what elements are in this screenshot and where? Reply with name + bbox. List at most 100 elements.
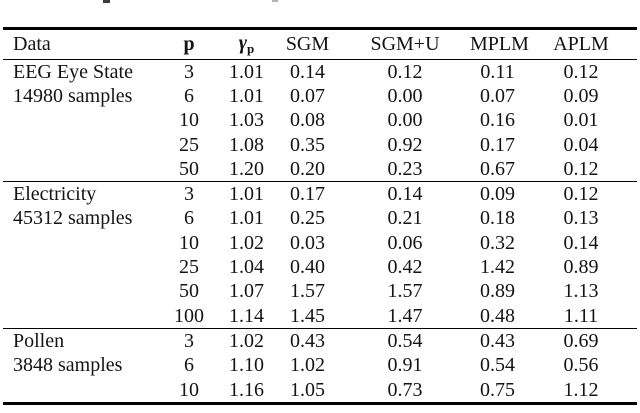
column-header-p: p bbox=[183, 33, 195, 55]
cell-sgm-u: 0.21 bbox=[387, 207, 423, 230]
dataset-name: Pollen bbox=[13, 329, 65, 352]
cell-gamma: 1.01 bbox=[229, 60, 264, 83]
dataset-samples: 14980 samples bbox=[13, 84, 133, 107]
cell-gamma: 1.02 bbox=[229, 231, 264, 254]
cell-sgm: 1.05 bbox=[290, 378, 325, 401]
cell-sgm-u: 0.73 bbox=[387, 378, 423, 401]
table-row: 14980 samples 6 1.01 0.07 0.00 0.07 0.09 bbox=[3, 84, 637, 108]
dataset-samples: 45312 samples bbox=[13, 207, 133, 230]
cell-mplm: 0.18 bbox=[480, 207, 515, 230]
cell-gamma: 1.01 bbox=[229, 207, 264, 230]
table-row: 10 1.02 0.03 0.06 0.32 0.14 bbox=[3, 231, 637, 255]
cell-aplm: 1.11 bbox=[563, 304, 599, 327]
dataset-name: Electricity bbox=[13, 183, 97, 206]
column-header-sgm: SGM bbox=[285, 33, 330, 55]
column-header-gamma-p: γp bbox=[218, 29, 275, 60]
cell-p: 6 bbox=[184, 207, 194, 230]
cell-sgm-u: 0.14 bbox=[387, 183, 423, 206]
dataset-name: EEG Eye State bbox=[13, 60, 133, 83]
section-eeg-eye-state: EEG Eye State 3 1.01 0.14 0.12 0.11 0.12… bbox=[3, 60, 637, 182]
cell-mplm: 0.43 bbox=[480, 329, 515, 352]
cell-sgm-u: 1.57 bbox=[387, 280, 423, 303]
cell-sgm: 0.03 bbox=[290, 231, 325, 254]
column-header-aplm: APLM bbox=[553, 33, 609, 55]
cell-sgm-u: 0.54 bbox=[387, 329, 423, 352]
cell-sgm-u: 0.00 bbox=[387, 109, 423, 132]
cell-aplm: 0.13 bbox=[563, 207, 599, 230]
table-row: EEG Eye State 3 1.01 0.14 0.12 0.11 0.12 bbox=[3, 60, 637, 85]
cell-aplm: 0.56 bbox=[563, 354, 599, 377]
cell-aplm: 0.14 bbox=[563, 231, 599, 254]
cell-mplm: 0.48 bbox=[480, 304, 515, 327]
section-pollen: Pollen 3 1.02 0.43 0.54 0.43 0.69 3848 s… bbox=[3, 328, 637, 404]
cell-p: 50 bbox=[179, 280, 199, 303]
cell-gamma: 1.16 bbox=[229, 378, 264, 401]
section-electricity: Electricity 3 1.01 0.17 0.14 0.09 0.12 4… bbox=[3, 181, 637, 329]
cell-p: 10 bbox=[179, 231, 199, 254]
cell-gamma: 1.03 bbox=[229, 109, 264, 132]
cell-gamma: 1.02 bbox=[229, 329, 264, 352]
cell-p: 3 bbox=[184, 60, 194, 83]
cell-p: 3 bbox=[184, 183, 194, 206]
cell-p: 3 bbox=[184, 329, 194, 352]
header-row: Data p γp SGM SGM+U MPLM APLM bbox=[3, 29, 637, 60]
column-header-mplm: MPLM bbox=[470, 33, 529, 55]
cell-mplm: 0.75 bbox=[480, 378, 515, 401]
cell-aplm: 0.69 bbox=[563, 329, 599, 352]
cell-p: 10 bbox=[179, 378, 199, 401]
table-row: 100 1.14 1.45 1.47 0.48 1.11 bbox=[3, 304, 637, 329]
cell-gamma: 1.14 bbox=[229, 304, 264, 327]
results-table: Data p γp SGM SGM+U MPLM APLM EEG Eye St… bbox=[3, 27, 637, 406]
table-row: 50 1.07 1.57 1.57 0.89 1.13 bbox=[3, 280, 637, 304]
table-header: Data p γp SGM SGM+U MPLM APLM bbox=[3, 29, 637, 60]
cell-mplm: 0.54 bbox=[480, 354, 515, 377]
cell-mplm: 0.32 bbox=[480, 231, 515, 254]
cell-sgm: 0.25 bbox=[290, 207, 325, 230]
cell-sgm-u: 0.23 bbox=[387, 157, 423, 180]
cell-aplm: 1.12 bbox=[563, 378, 599, 401]
cell-sgm: 1.02 bbox=[290, 354, 325, 377]
dataset-samples: 3848 samples bbox=[13, 354, 123, 377]
table-row: 3848 samples 6 1.10 1.02 0.91 0.54 0.56 bbox=[3, 354, 637, 378]
cell-sgm: 0.17 bbox=[290, 183, 325, 206]
cell-gamma: 1.10 bbox=[229, 354, 264, 377]
cell-mplm: 0.67 bbox=[480, 157, 515, 180]
gamma-subscript: p bbox=[247, 41, 255, 56]
cell-gamma: 1.20 bbox=[229, 157, 264, 180]
cell-sgm-u: 1.47 bbox=[387, 304, 423, 327]
cell-sgm: 1.57 bbox=[290, 280, 325, 303]
cell-aplm: 0.12 bbox=[563, 157, 599, 180]
cell-p: 25 bbox=[179, 256, 199, 279]
cell-gamma: 1.07 bbox=[229, 280, 264, 303]
cell-aplm: 0.04 bbox=[563, 133, 599, 156]
cell-gamma: 1.01 bbox=[229, 183, 264, 206]
cell-sgm: 0.35 bbox=[290, 133, 325, 156]
cell-gamma: 1.01 bbox=[229, 84, 264, 107]
cell-sgm-u: 0.42 bbox=[387, 256, 423, 279]
table-row: Pollen 3 1.02 0.43 0.54 0.43 0.69 bbox=[3, 329, 637, 354]
cropped-caption-fragment bbox=[272, 0, 278, 2]
cell-sgm-u: 0.06 bbox=[387, 231, 423, 254]
cell-mplm: 0.09 bbox=[480, 183, 515, 206]
cell-sgm-u: 0.12 bbox=[387, 60, 423, 83]
cell-sgm: 1.45 bbox=[290, 304, 325, 327]
cell-gamma: 1.04 bbox=[229, 256, 264, 279]
cell-aplm: 0.12 bbox=[563, 183, 599, 206]
cell-sgm-u: 0.00 bbox=[387, 84, 423, 107]
cell-p: 100 bbox=[174, 304, 204, 327]
cell-sgm-u: 0.92 bbox=[387, 133, 423, 156]
cell-aplm: 0.09 bbox=[563, 84, 599, 107]
cell-gamma: 1.08 bbox=[229, 133, 264, 156]
cell-mplm: 0.89 bbox=[480, 280, 515, 303]
table-row: 25 1.04 0.40 0.42 1.42 0.89 bbox=[3, 255, 637, 279]
cell-p: 6 bbox=[184, 354, 194, 377]
column-header-sgm-u: SGM+U bbox=[370, 33, 440, 55]
column-header-data: Data bbox=[13, 33, 51, 55]
cell-p: 25 bbox=[179, 133, 199, 156]
cell-aplm: 1.13 bbox=[563, 280, 599, 303]
table-row: 50 1.20 0.20 0.23 0.67 0.12 bbox=[3, 157, 637, 182]
table-row: 25 1.08 0.35 0.92 0.17 0.04 bbox=[3, 133, 637, 157]
cell-sgm-u: 0.91 bbox=[387, 354, 423, 377]
cell-mplm: 0.11 bbox=[480, 60, 515, 83]
